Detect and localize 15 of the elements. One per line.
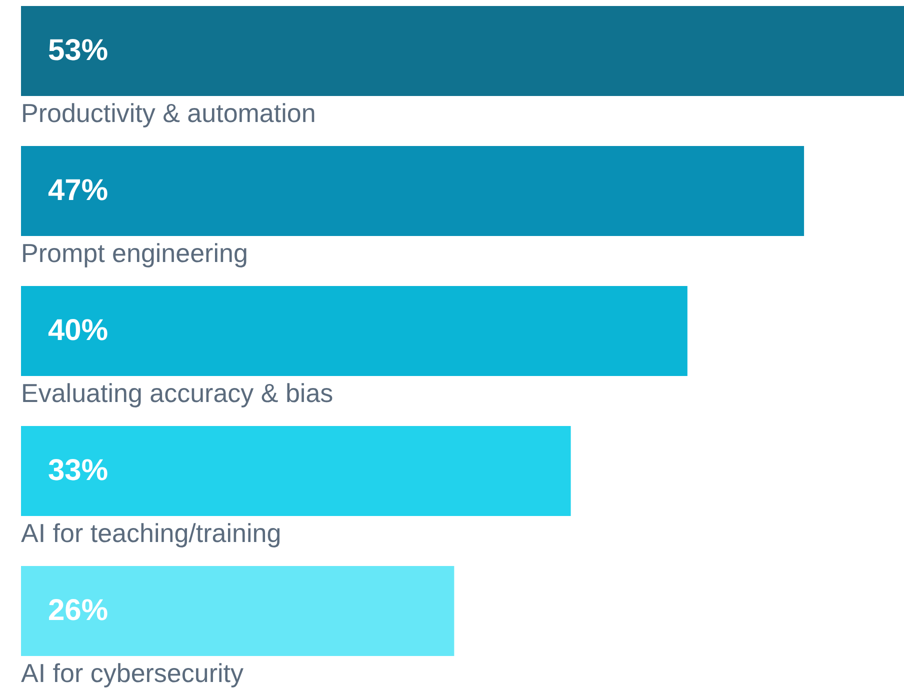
bar (21, 426, 571, 516)
data-label: 47% (48, 174, 108, 207)
data-label: 26% (48, 594, 108, 627)
bar (21, 286, 688, 376)
y-tick-label: Evaluating accuracy & bias (21, 378, 334, 408)
y-tick-label: AI for cybersecurity (21, 658, 244, 688)
bar (21, 6, 904, 96)
data-label: 40% (48, 314, 108, 347)
y-tick-label: AI for teaching/training (21, 518, 282, 548)
data-label: 33% (48, 454, 108, 487)
data-label: 53% (48, 34, 108, 67)
y-tick-label: Prompt engineering (21, 238, 248, 268)
bar (21, 566, 454, 656)
bar (21, 146, 804, 236)
y-tick-label: Productivity & automation (21, 98, 316, 128)
